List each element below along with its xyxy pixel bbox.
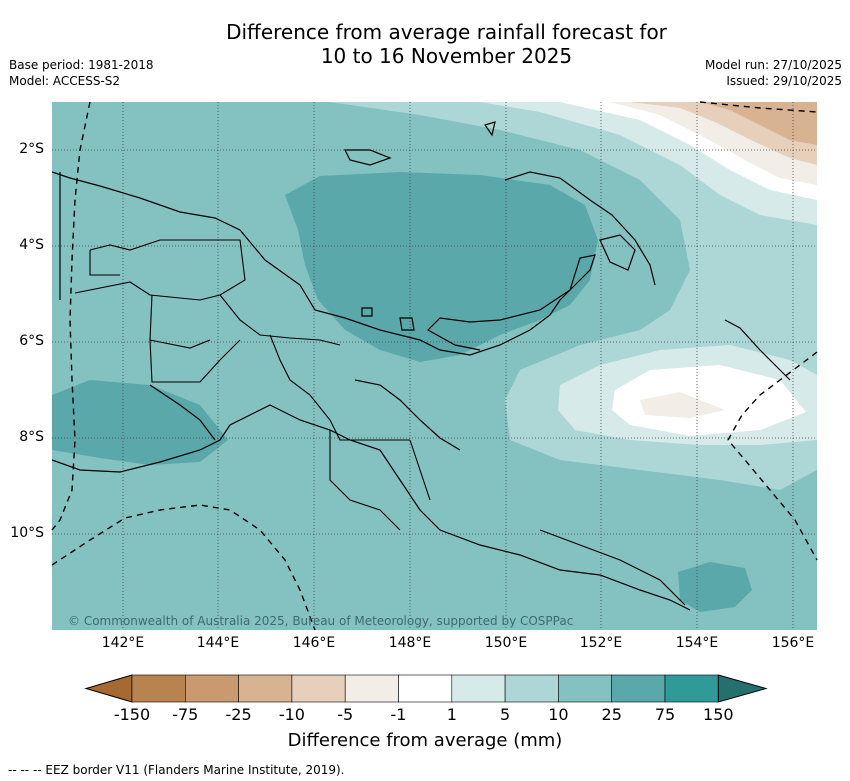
rainfall-field [52, 102, 817, 630]
colorbar-tick-label: -5 [337, 705, 354, 724]
colorbar-tick-label: -25 [225, 705, 252, 724]
longitude-label: 156°E [771, 635, 815, 651]
model-run: Model run: 27/10/2025 [704, 58, 842, 72]
colorbar-swatch [185, 674, 239, 703]
province-borders [74, 239, 431, 531]
colorbar-swatch [291, 674, 346, 703]
colorbar [84, 674, 768, 703]
colorbar-tick-label: 10 [548, 705, 569, 724]
meta-right: Model run: 27/10/2025 Issued: 29/10/2025 [705, 57, 842, 89]
meta-left: Base period: 1981-2018 Model: ACCESS-S2 [9, 57, 154, 89]
graticule [52, 102, 817, 630]
colorbar-swatch [398, 674, 453, 703]
colorbar-swatch [664, 674, 719, 703]
colorbar-swatch [238, 674, 293, 703]
colorbar-tick-label: 75 [654, 705, 676, 724]
title-line-2: 10 to 16 November 2025 [320, 44, 573, 68]
colorbar-swatch [611, 674, 666, 703]
colorbar-tick-label: 1 [446, 705, 457, 724]
latitude-label: 6°S [19, 333, 44, 349]
title-line-1: Difference from average rainfall forecas… [226, 20, 667, 44]
copyright-notice: © Commonwealth of Australia 2025, Bureau… [68, 614, 574, 628]
colorbar-tick-label: 25 [601, 705, 622, 724]
colorbar-tick-label: 5 [500, 705, 511, 724]
base-period: Base period: 1981-2018 [9, 58, 154, 72]
colorbar-tick-label: -1 [390, 705, 407, 724]
longitude-label: 144°E [196, 635, 240, 651]
colorbar-tick-label: -150 [113, 705, 151, 724]
model-name: Model: ACCESS-S2 [9, 74, 121, 88]
eez-border [51, 101, 818, 631]
band-neutral-east [612, 365, 806, 436]
map-title: Difference from average rainfall forecas… [0, 20, 850, 68]
coastlines [52, 121, 791, 611]
colorbar-title: Difference from average (mm) [287, 730, 563, 751]
band-minus25-minus10 [700, 102, 817, 145]
colorbar-arrow-high [717, 674, 768, 703]
colorbar-tick-label: -10 [278, 705, 305, 724]
band-dry-east [640, 392, 725, 418]
longitude-label: 148°E [388, 635, 432, 651]
band-25-75-southeast [678, 562, 752, 612]
longitude-label: 152°E [579, 635, 623, 651]
band-25-75-west [52, 380, 228, 465]
longitude-label: 142°E [101, 635, 145, 651]
colorbar-swatch [451, 674, 506, 703]
colorbar-swatch [344, 674, 399, 703]
colorbar-swatch [558, 674, 613, 703]
latitude-label: 4°S [19, 237, 44, 253]
colorbar-tick-label: 150 [703, 705, 734, 724]
longitude-label: 154°E [675, 635, 719, 651]
colorbar-swatch [131, 674, 186, 703]
colorbar-arrow-low [84, 674, 133, 703]
longitude-label: 150°E [484, 635, 528, 651]
eez-legend-footer: -- -- -- EEZ border V11 (Flanders Marine… [8, 763, 345, 777]
colorbar-tick-label: -75 [172, 705, 199, 724]
issued-date: Issued: 29/10/2025 [726, 74, 842, 88]
latitude-label: 8°S [19, 429, 44, 445]
longitude-label: 146°E [292, 635, 336, 651]
latitude-label: 2°S [19, 141, 44, 157]
latitude-label: 10°S [10, 525, 44, 541]
colorbar-swatch [504, 674, 559, 703]
